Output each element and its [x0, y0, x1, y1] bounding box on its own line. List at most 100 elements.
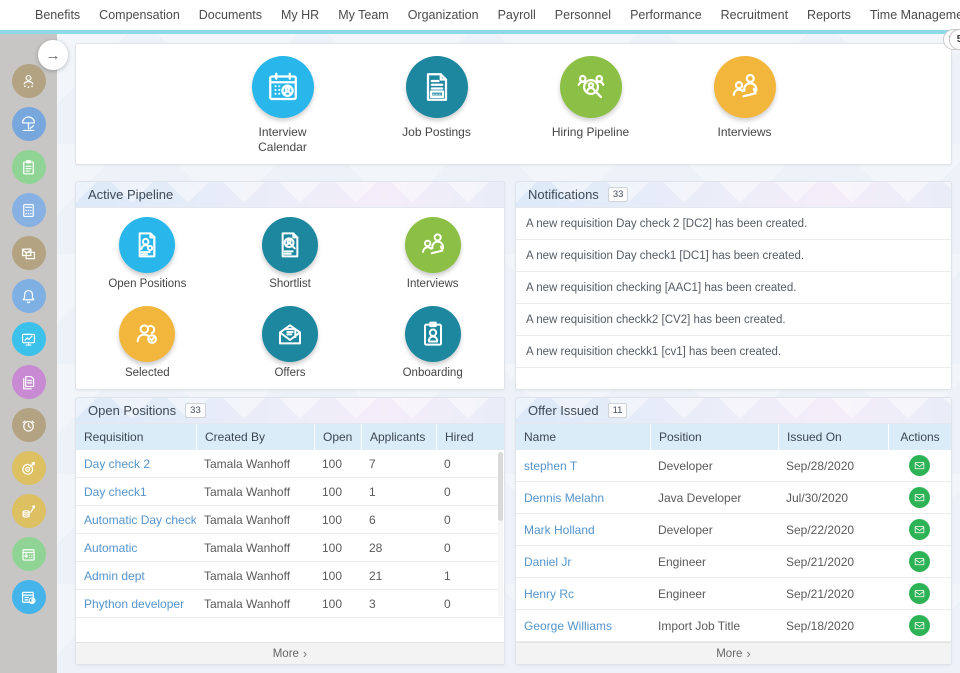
nav-item-my-hr[interactable]: My HR: [281, 8, 320, 22]
candidate-link[interactable]: Mark Holland: [524, 522, 595, 537]
count-badge: 33: [607, 187, 629, 202]
envelope-icon[interactable]: [909, 583, 930, 604]
offer-issued-header: Offer Issued 11: [516, 398, 951, 424]
column-header: Requisition: [84, 430, 144, 444]
pipeline-item-interviews[interactable]: 142 Interviews: [361, 29, 960, 301]
open-cell: 100: [322, 512, 343, 527]
talent-icon[interactable]: [11, 64, 46, 98]
table-row: Phython developer Tamala Wanhoff 100 3 0: [76, 590, 504, 618]
nav-item-benefits[interactable]: Benefits: [35, 8, 81, 22]
requisition-link[interactable]: Automatic: [84, 540, 138, 555]
candidate-link[interactable]: Henry Rc: [524, 586, 575, 601]
calculator-icon[interactable]: [11, 193, 46, 227]
table-row: Day check1 Tamala Wanhoff 100 1 0: [76, 478, 504, 506]
candidate-link[interactable]: Dennis Melahn: [524, 490, 605, 505]
quick-link-label: Interview Calendar: [258, 125, 307, 154]
requisition-link[interactable]: Admin dept: [84, 568, 145, 583]
applicants-cell: 28: [369, 540, 383, 555]
compensation-icon[interactable]: [11, 494, 46, 528]
created-by-cell: Tamala Wanhoff: [204, 568, 291, 583]
requisition-link[interactable]: Day check 2: [84, 456, 151, 471]
created-by-cell: Tamala Wanhoff: [204, 456, 291, 471]
nav-item-reports[interactable]: Reports: [807, 8, 851, 22]
candidate-link[interactable]: George Williams: [524, 618, 613, 633]
notification-item[interactable]: A new requisition checking [AAC1] has be…: [516, 272, 951, 304]
envelope-icon[interactable]: [909, 551, 930, 572]
pipeline-item-open-positions[interactable]: 33 Open Positions: [76, 29, 960, 301]
pipeline-label: Shortlist: [269, 278, 311, 290]
quick-link-label: Hiring Pipeline: [551, 125, 630, 139]
tasks-clipboard-icon[interactable]: [11, 150, 46, 184]
requisition-link[interactable]: Automatic Day check: [84, 512, 196, 527]
pipeline-item-shortlist[interactable]: 5 Shortlist: [219, 29, 960, 301]
nav-item-compensation[interactable]: Compensation: [99, 8, 180, 22]
candidate-link[interactable]: Daniel Jr: [524, 554, 572, 569]
hiring-pipeline-icon: [559, 56, 622, 118]
envelope-icon[interactable]: [909, 487, 930, 508]
nav-item-personnel[interactable]: Personnel: [554, 8, 612, 22]
nav-item-my-team[interactable]: My Team: [338, 8, 389, 22]
vacation-icon[interactable]: [11, 107, 46, 141]
goals-target-icon[interactable]: [11, 451, 46, 485]
nav-item-performance[interactable]: Performance: [630, 8, 702, 22]
requisition-link[interactable]: Phython developer: [84, 596, 185, 611]
nav-item-payroll[interactable]: Payroll: [497, 8, 536, 22]
offer-issued-more-button[interactable]: More ›: [516, 642, 951, 664]
envelope-icon[interactable]: [909, 519, 930, 540]
main-content: Interview Calendar www. Job Postings Hir…: [57, 29, 960, 673]
quick-link-interviews[interactable]: Interviews: [697, 56, 793, 164]
time-alarm-icon[interactable]: [11, 408, 46, 442]
notification-item[interactable]: A new requisition Day check 2 [DC2] has …: [516, 208, 951, 240]
nav-item-time-management[interactable]: Time Management: [869, 8, 960, 22]
issued-on-cell: Sep/18/2020: [786, 618, 855, 633]
left-sidebar: [0, 34, 57, 673]
quick-link-hiring-pipeline[interactable]: Hiring Pipeline: [543, 56, 639, 164]
column-header: Actions: [888, 424, 951, 450]
table-row: Automatic Day check Tamala Wanhoff 100 6…: [76, 506, 504, 534]
notification-item[interactable]: A new requisition checkk1 [cv1] has been…: [516, 336, 951, 368]
pipeline-label: Onboarding: [402, 366, 463, 379]
open-positions-header: Open Positions 33: [76, 398, 504, 424]
hired-cell: 0: [444, 512, 451, 527]
active-pipeline-body: 33 Open Positions 5 Shortlist: [76, 29, 960, 390]
quick-link-interview-calendar[interactable]: Interview Calendar: [235, 56, 331, 164]
documents-icon[interactable]: [11, 365, 46, 399]
open-positions-rows: Day check 2 Tamala Wanhoff 100 7 0 Day c…: [76, 450, 504, 618]
column-header: Applicants: [361, 424, 436, 450]
pipeline-item-selected[interactable]: 7 Selected: [76, 29, 960, 390]
candidate-link[interactable]: stephen T: [524, 458, 578, 473]
open-cell: 100: [322, 540, 343, 555]
svg-text:www.: www.: [431, 92, 441, 97]
pipeline-item-onboarding[interactable]: 5 Onboarding: [361, 29, 960, 390]
notification-item[interactable]: A new requisition checkk2 [CV2] has been…: [516, 304, 951, 336]
position-cell: Developer: [658, 458, 713, 473]
table-scrollbar[interactable]: [498, 452, 503, 616]
requisition-link[interactable]: Day check1: [84, 484, 147, 499]
envelope-icon[interactable]: [909, 455, 930, 476]
reports-monitor-icon[interactable]: [11, 322, 46, 356]
notification-item[interactable]: A new requisition Day check1 [DC1] has b…: [516, 240, 951, 272]
leave-calendar-icon[interactable]: [11, 537, 46, 571]
schedule-calendar-icon[interactable]: [11, 580, 46, 614]
quick-link-job-postings[interactable]: www. Job Postings: [389, 56, 485, 164]
alerts-bell-icon[interactable]: [11, 279, 46, 313]
table-row: Day check 2 Tamala Wanhoff 100 7 0: [76, 450, 504, 478]
nav-item-organization[interactable]: Organization: [407, 8, 479, 22]
nav-item-documents[interactable]: Documents: [198, 8, 263, 22]
top-nav: Benefits Compensation Documents My HR My…: [0, 0, 960, 30]
offer-issued-rows: stephen T Developer Sep/28/2020 Dennis M…: [516, 450, 951, 642]
created-by-cell: Tamala Wanhoff: [204, 596, 291, 611]
created-by-cell: Tamala Wanhoff: [204, 512, 291, 527]
applicants-cell: 3: [369, 596, 376, 611]
active-pipeline-card: Active Pipeline 33 Open Positions: [75, 29, 960, 390]
interviews-icon: [713, 56, 776, 118]
mail-documents-icon[interactable]: [11, 236, 46, 270]
applicants-cell: 6: [369, 512, 376, 527]
pipeline-item-offers[interactable]: 14 Offers: [219, 29, 960, 390]
open-positions-more-button[interactable]: More ›: [76, 642, 504, 664]
envelope-icon[interactable]: [909, 615, 930, 636]
pipeline-label: Offers: [274, 366, 306, 379]
nav-item-recruitment[interactable]: Recruitment: [720, 8, 789, 22]
pipeline-label: Interviews: [406, 278, 459, 290]
sidebar-expand-button[interactable]: →: [38, 40, 68, 70]
